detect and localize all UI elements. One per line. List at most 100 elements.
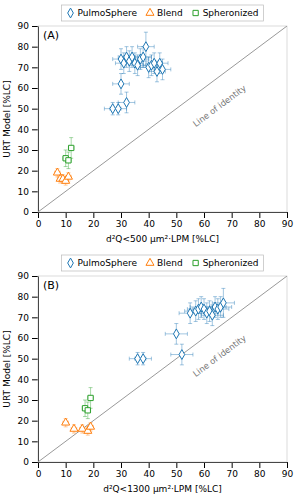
tick-mark [32,109,38,110]
legend-item: Spheronized [193,258,259,268]
tick-mark [32,421,38,422]
tick-label: 0 [23,207,29,217]
tick-label: 70 [18,63,30,73]
y-axis-title: URT Model [%LC] [2,330,12,407]
tick: 50 [171,212,183,229]
tick: 60 [18,333,38,343]
point [66,158,71,163]
tick: 70 [18,313,38,323]
tick-label: 70 [226,469,238,479]
legend-frame [62,5,264,21]
tick: 10 [60,212,72,229]
tick-label: 30 [18,395,30,405]
tick: 80 [18,292,38,302]
legend-frame [62,255,264,271]
error-bar-x [85,408,91,412]
error-bar-y [221,288,225,317]
y-axis: 0102030405060708090 [18,271,39,467]
legend-symbol [68,8,74,18]
point [140,52,146,62]
tick-mark [32,191,38,192]
point [115,104,121,114]
tick: 50 [171,462,183,479]
tick-label: 60 [199,219,211,229]
tick-mark [232,462,233,468]
tick-label: 80 [254,469,266,479]
tick-mark [93,462,94,468]
tick: 30 [18,395,38,405]
tick: 40 [143,212,155,229]
tick-label: 0 [36,219,42,229]
tick: 60 [199,212,211,229]
tick: 30 [18,145,38,155]
legend-item: Blend [146,8,183,18]
tick-mark [32,47,38,48]
point [135,354,141,364]
tick-label: 90 [18,21,30,31]
tick-label: 20 [18,416,30,426]
point [110,104,116,114]
tick: 50 [18,354,38,364]
tick: 20 [18,166,38,176]
tick-mark [32,462,38,463]
point [70,424,78,431]
marks [38,26,287,212]
legend-item: Blend [146,258,183,268]
tick-label: 40 [18,375,30,385]
y-axis-line [32,27,39,213]
tick: 20 [88,462,100,479]
legend-symbol [193,260,198,265]
series [63,138,74,169]
panel-label: (B) [43,279,59,292]
point [118,79,124,89]
tick: 30 [116,462,128,479]
tick-label: 20 [88,469,100,479]
tick: 90 [282,212,294,229]
x-axis-title: d²Q<1300 μm²·LPM [%LC] [103,484,222,494]
annotation: Line of identity [191,83,248,129]
marks [38,276,287,462]
tick-mark [149,462,150,468]
tick-mark [287,212,288,218]
tick-label: 20 [88,219,100,229]
tick: 10 [60,462,72,479]
series [82,388,93,419]
tick-label: 30 [116,469,128,479]
panel: 01020304050607080900102030405060708090Li… [2,255,293,494]
tick-mark [259,212,260,218]
tick-label: 50 [18,354,30,364]
series [53,168,72,185]
error-bar-y [180,344,184,365]
chart-svg: 0 10 20 30 40 50 60 70 80 90 0 10 20 30 40 50 60 70 80 90 Li… [0,0,295,500]
point [151,58,157,68]
legend-label: Blend [157,8,183,18]
annotation: Line of identity [191,333,248,379]
series [104,32,170,115]
tick-mark [66,462,67,468]
point [64,172,72,179]
tick-label: 0 [23,457,29,467]
tick: 20 [88,212,100,229]
error-bar-y [125,92,129,113]
point [140,354,146,364]
error-bar-x [66,158,72,162]
tick: 0 [23,207,38,217]
legend-item: PulmoSphere [68,258,138,268]
panel: 01020304050607080900102030405060708090Li… [2,5,293,244]
tick-label: 50 [171,219,183,229]
legend-symbol [193,10,198,15]
x-axis: 0102030405060708090 [36,212,294,229]
tick: 30 [116,212,128,229]
error-bar-y [174,324,178,345]
plot-frame [38,276,287,462]
plot-frame [38,26,287,212]
tick-mark [93,212,94,218]
tick: 20 [18,416,38,426]
tick-mark [121,212,122,218]
tick-mark [121,462,122,468]
plot-area: 01020304050607080900102030405060708090Li… [18,271,294,479]
tick-label: 60 [18,83,30,93]
legend: PulmoSphere Blend Spheronized [62,255,264,271]
point [187,308,193,318]
tick-label: 10 [18,437,30,447]
